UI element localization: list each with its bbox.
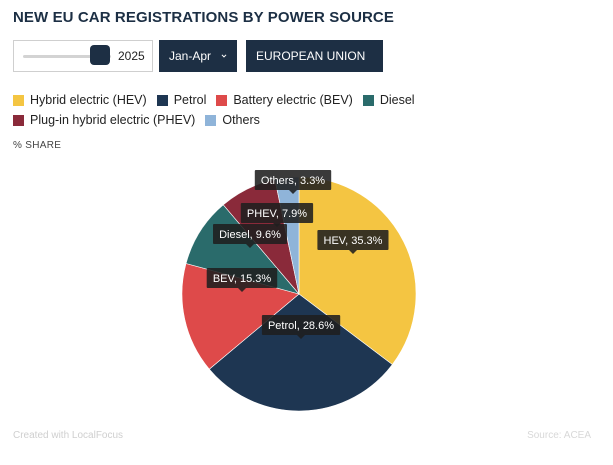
slider-track[interactable]: [23, 55, 111, 58]
legend-swatch: [13, 94, 24, 106]
legend-label: Petrol: [173, 93, 207, 107]
legend-item-phev[interactable]: Plug-in hybrid electric (PHEV): [13, 113, 195, 127]
slice-label-box: [317, 230, 389, 250]
source-text: Source: ACEA: [527, 430, 591, 441]
slice-label-text: Others, 3.3%: [261, 175, 325, 187]
legend-label: Hybrid electric (HEV): [30, 93, 147, 107]
slice-label-pointer: [238, 288, 246, 292]
slice-label-hev: HEV, 35.3%: [317, 230, 389, 254]
legend-row: Hybrid electric (HEV) Petrol Battery ele…: [13, 90, 425, 110]
chart-title: NEW EU CAR REGISTRATIONS BY POWER SOURCE: [13, 9, 394, 26]
slice-label-pointer: [273, 223, 281, 227]
legend-item-petrol[interactable]: Petrol: [156, 93, 207, 107]
slice-label-text: HEV, 35.3%: [324, 235, 383, 247]
slice-label-pointer: [349, 250, 357, 254]
legend-label: Diesel: [379, 93, 415, 107]
slice-label-pointer: [246, 244, 254, 248]
legend-item-others[interactable]: Others: [205, 113, 260, 127]
pie-slice-bev[interactable]: [181, 263, 300, 370]
slice-label-diesel: Diesel, 9.6%: [213, 224, 287, 248]
period-dropdown[interactable]: Jan-Apr: [159, 40, 237, 72]
legend-item-diesel[interactable]: Diesel: [362, 93, 415, 107]
slice-label-text: PHEV, 7.9%: [247, 208, 307, 220]
chevron-down-icon: [221, 54, 227, 58]
slice-label-bev: BEV, 15.3%: [206, 268, 278, 292]
slider-thumb[interactable]: [90, 45, 110, 65]
slice-label-others: Others, 3.3%: [254, 170, 332, 194]
legend-item-bev[interactable]: Battery electric (BEV): [216, 93, 353, 107]
legend-label: Others: [222, 113, 260, 127]
legend-swatch: [205, 114, 217, 126]
legend-label: Plug-in hybrid electric (PHEV): [30, 113, 196, 127]
slice-label-box: [240, 203, 314, 223]
legend-swatch: [362, 94, 374, 106]
slice-label-box: [261, 315, 341, 335]
slice-label-pointer: [297, 335, 305, 339]
period-dropdown-label: Jan-Apr: [169, 49, 212, 63]
legend-swatch: [216, 94, 228, 106]
slice-label-phev: PHEV, 7.9%: [240, 203, 314, 227]
slice-label-box: [213, 224, 287, 244]
legend-swatch: [13, 114, 24, 126]
legend-row: Plug-in hybrid electric (PHEV) Others: [13, 110, 425, 130]
region-dropdown[interactable]: EUROPEAN UNION: [246, 40, 383, 72]
legend-swatch: [156, 94, 168, 106]
slider-year-value: 2025: [118, 49, 145, 63]
year-slider[interactable]: 2025: [13, 40, 153, 72]
slice-label-box: [254, 170, 332, 190]
slice-label-pointer: [289, 190, 297, 194]
slice-label-petrol: Petrol, 28.6%: [261, 315, 341, 339]
slice-label-text: Diesel, 9.6%: [219, 229, 281, 241]
share-axis-label: % SHARE: [13, 140, 62, 151]
slice-label-text: BEV, 15.3%: [213, 273, 272, 285]
slice-label-box: [206, 268, 278, 288]
legend: Hybrid electric (HEV) Petrol Battery ele…: [13, 90, 425, 130]
credit-text[interactable]: Created with LocalFocus: [13, 430, 124, 441]
legend-item-hev[interactable]: Hybrid electric (HEV): [13, 93, 147, 107]
slice-label-text: Petrol, 28.6%: [268, 320, 334, 332]
pie-slice-petrol[interactable]: [208, 293, 393, 412]
legend-label: Battery electric (BEV): [233, 93, 353, 107]
region-dropdown-label: EUROPEAN UNION: [256, 49, 366, 63]
